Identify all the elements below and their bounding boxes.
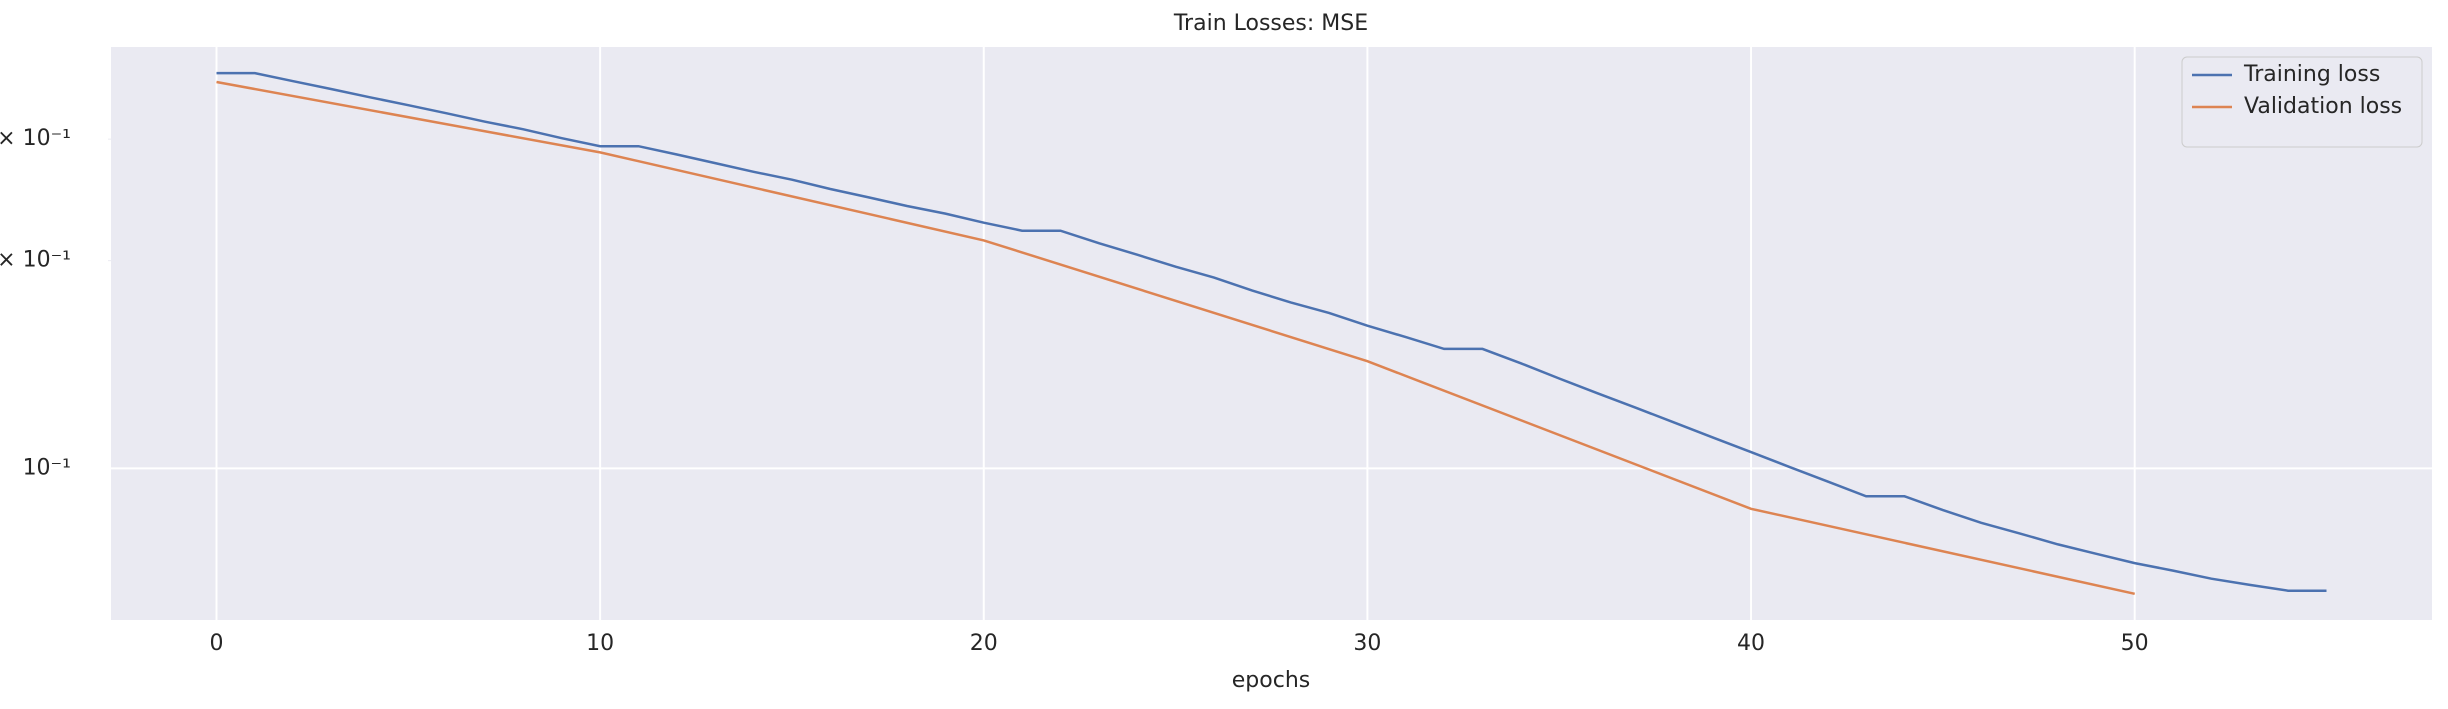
legend-box [2181,56,2423,148]
line-series [216,80,2135,596]
y-tick-label: 3 × 10⁻¹ [0,126,71,151]
x-tick-label: 30 [1353,631,1381,656]
x-tick-label: 50 [2121,631,2149,656]
x-tick-label: 40 [1737,631,1765,656]
x-tick-label: 0 [210,631,224,656]
y-tick-label: 10⁻¹ [23,455,71,480]
legend-label: Training loss [2243,62,2380,87]
x-tick-label: 20 [970,631,998,656]
chart-title: Train Losses: MSE [1173,11,1368,36]
x-tick-label: 10 [586,631,614,656]
line-series [216,71,2327,592]
plot-area [111,47,2432,620]
x-axis-label: epochs [1232,668,1310,693]
legend: Training loss Validation loss [2181,56,2423,148]
legend-label: Validation loss [2244,94,2402,119]
y-tick-label: 2 × 10⁻¹ [0,248,71,273]
